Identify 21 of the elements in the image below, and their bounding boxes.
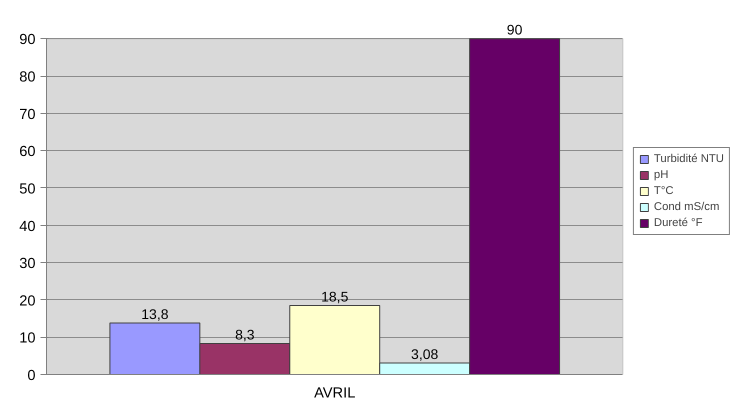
legend-label: Cond mS/cm bbox=[654, 201, 720, 213]
data-label: 8,3 bbox=[235, 326, 255, 343]
y-tick-label: 60 bbox=[19, 144, 36, 160]
y-tick-label: 70 bbox=[19, 106, 36, 123]
legend-label: Dureté °F bbox=[654, 217, 703, 229]
data-label: 13,8 bbox=[141, 306, 169, 322]
data-label: 90 bbox=[506, 22, 523, 38]
y-tick-label: 40 bbox=[19, 218, 36, 235]
y-tick-label: 0 bbox=[27, 368, 36, 384]
y-tick-label: 30 bbox=[19, 256, 36, 272]
y-tick-label: 10 bbox=[19, 330, 36, 347]
x-tick-label: AVRIL bbox=[314, 386, 356, 402]
data-label: 18,5 bbox=[321, 288, 349, 304]
y-tick-label: 20 bbox=[19, 293, 36, 310]
y-tick-label: 50 bbox=[19, 181, 36, 198]
legend-label: pH bbox=[654, 169, 670, 181]
legend-label: Turbidité NTU bbox=[654, 153, 724, 165]
y-tick-label: 80 bbox=[19, 70, 36, 86]
y-tick-label: 90 bbox=[19, 32, 36, 48]
data-label: 3,08 bbox=[411, 346, 439, 362]
legend-label: T°C bbox=[654, 185, 674, 197]
